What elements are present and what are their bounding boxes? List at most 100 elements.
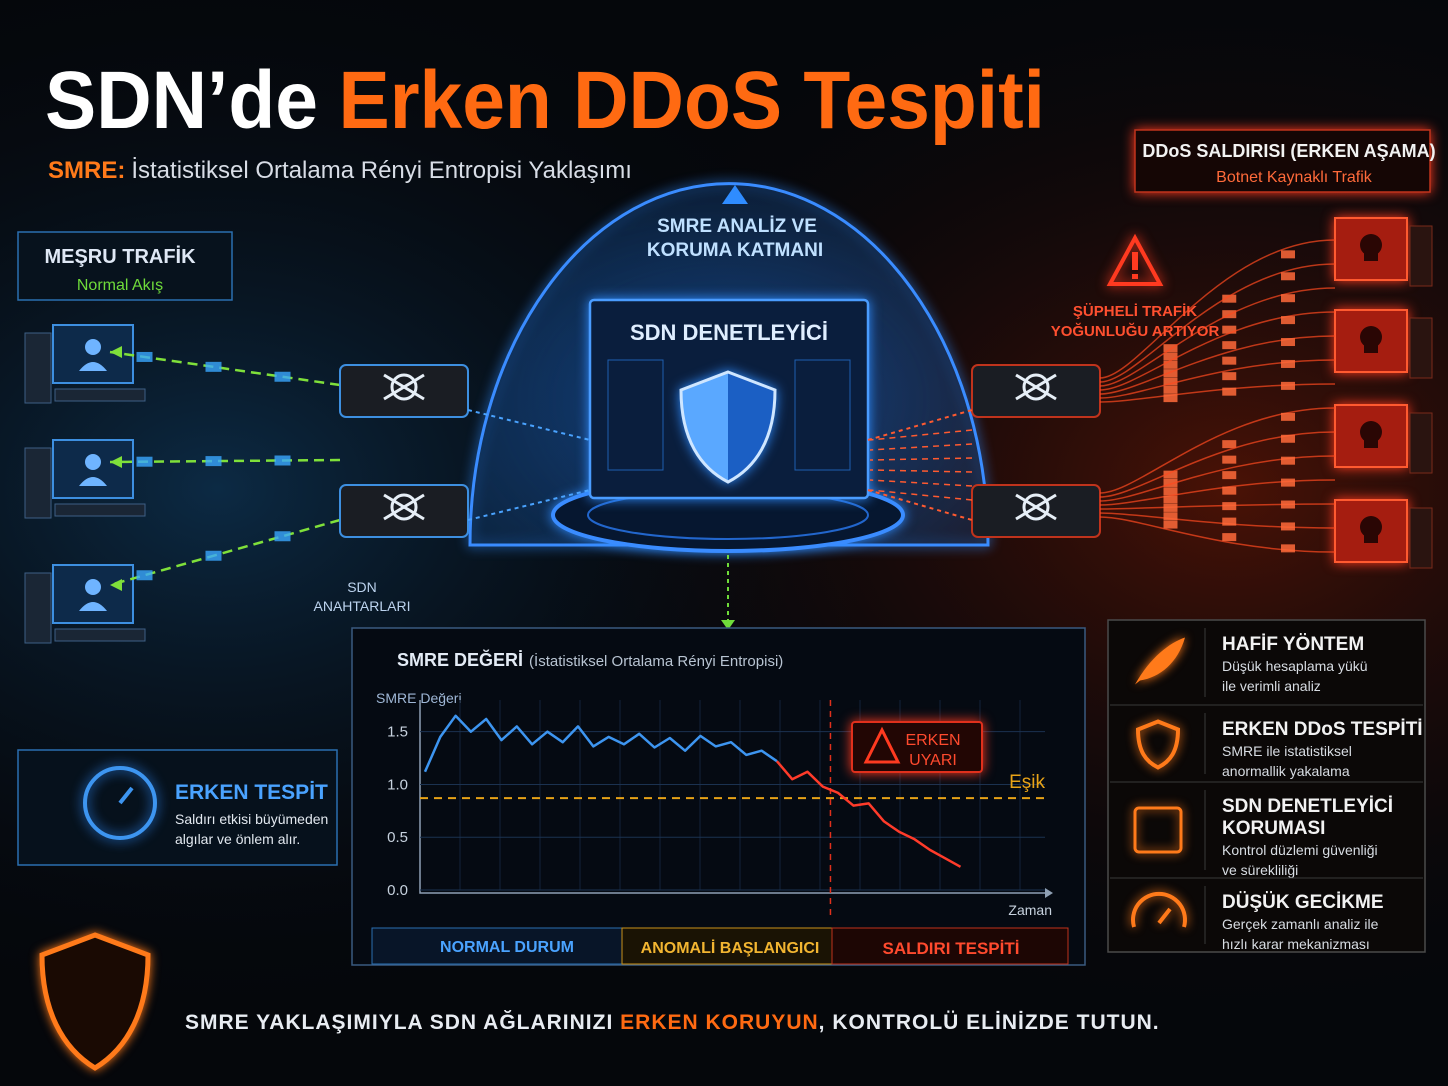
warning-label: ŞÜPHELİ TRAFİK <box>1073 303 1197 320</box>
switch-icon <box>383 505 405 521</box>
switch-icon <box>403 505 425 521</box>
keyboard <box>54 628 146 642</box>
chart-title: SMRE DEĞERİ (İstatistiksel Ortalama Rényi… <box>397 649 783 670</box>
footer-text: SMRE YAKLAŞIMIYLA SDN AĞLARINIZI ERKEN K… <box>185 1010 1160 1034</box>
attack-subtitle: Botnet Kaynaklı Trafik <box>1216 169 1373 186</box>
packet <box>1163 520 1178 529</box>
chart-frame <box>351 627 1086 966</box>
legit-box <box>17 231 233 301</box>
user-icon <box>85 454 101 470</box>
switch-icon <box>1035 493 1057 509</box>
dome-label: SMRE ANALİZ VE <box>657 216 817 237</box>
attack-traffic <box>1099 311 1336 391</box>
switch-icon <box>390 373 418 401</box>
skull-icon <box>1360 234 1382 256</box>
title-white: SDN’de <box>45 55 318 146</box>
footer-shield <box>39 932 151 1071</box>
skull-icon <box>1364 252 1378 261</box>
packet <box>1281 272 1295 281</box>
threshold-label: Eşik <box>1009 772 1045 793</box>
packet <box>1163 503 1178 512</box>
phase-box <box>621 927 833 965</box>
switch <box>971 484 1101 538</box>
switch-icon <box>383 493 405 509</box>
packet <box>1281 338 1295 347</box>
data-line <box>775 760 962 868</box>
switch-icon <box>1015 505 1037 521</box>
user-icon <box>85 579 101 595</box>
early-text: algılar ve önlem alır. <box>175 831 300 847</box>
packet <box>1222 325 1237 334</box>
skull-icon <box>1360 421 1382 443</box>
packet <box>1281 434 1295 443</box>
packet <box>136 351 153 362</box>
packet <box>1163 352 1178 361</box>
y-tick-label: 0.0 <box>387 882 408 899</box>
packet <box>1163 385 1178 394</box>
traffic-arrow <box>110 456 122 468</box>
packet <box>1163 478 1178 487</box>
user-icon <box>79 602 107 611</box>
feature-icon <box>1135 719 1181 770</box>
packet <box>1281 544 1295 553</box>
controller-widget <box>794 359 851 471</box>
computer-tower <box>24 447 52 519</box>
packet <box>1163 344 1178 353</box>
feature-icon <box>1133 806 1183 854</box>
phase-label: SALDIRI TESPİTİ <box>883 939 1020 958</box>
feature-panel <box>1107 619 1426 953</box>
footer-part: , KONTROLÜ ELİNİZDE TUTUN. <box>819 1011 1160 1034</box>
packet <box>1281 478 1295 487</box>
packet <box>1222 440 1237 449</box>
switch-icon <box>1035 385 1057 401</box>
packet <box>1163 360 1178 369</box>
attack-traffic <box>1099 287 1336 387</box>
traffic-arrow <box>110 579 122 591</box>
legit-subtitle: Normal Akış <box>77 277 163 294</box>
switch-icon <box>390 493 418 521</box>
axes <box>419 700 1045 894</box>
packet <box>1281 359 1295 368</box>
packet <box>1222 471 1237 480</box>
early-icon <box>83 766 157 840</box>
computer-tower <box>24 332 52 404</box>
early-text: Saldırı etkisi büyümeden <box>175 811 328 827</box>
packet <box>205 550 222 561</box>
packet <box>1222 455 1237 464</box>
warning-icon <box>1132 252 1138 270</box>
packet <box>1163 470 1178 479</box>
switch-link <box>867 489 973 521</box>
alert-label: UYARI <box>909 752 957 769</box>
chart-subtitle: (İstatistiksel Ortalama Rényi Entropisi) <box>529 652 783 670</box>
early-icon <box>118 786 134 805</box>
subtitle: SMRE: İstatistiksel Ortalama Rényi Entrop… <box>48 157 632 184</box>
feature-desc: Düşük hesaplama yükü <box>1222 658 1368 674</box>
phase-box <box>831 927 1069 965</box>
warning-icon <box>1106 233 1164 286</box>
packet <box>136 456 153 467</box>
packet <box>1222 294 1237 303</box>
switches-label: ANAHTARLARI <box>314 598 411 614</box>
dome-label: KORUMA KATMANI <box>647 240 823 261</box>
switch <box>339 364 469 418</box>
chart-title-text: SMRE DEĞERİ <box>397 649 523 670</box>
packet <box>1163 369 1178 378</box>
skull-icon <box>1360 516 1382 538</box>
warning-label: YOĞUNLUĞU ARTIYOR <box>1051 322 1220 340</box>
packet <box>1163 487 1178 496</box>
feature-title: SDN DENETLEYİCİ <box>1222 796 1393 817</box>
switch-icon <box>383 385 405 401</box>
controller-widget <box>607 359 664 471</box>
switch-icon <box>403 373 425 389</box>
data-line <box>423 714 778 773</box>
feature-desc: ile verimli analiz <box>1222 678 1321 694</box>
packet <box>1222 341 1237 350</box>
attack-traffic <box>1099 263 1336 383</box>
alert-label: ERKEN <box>905 732 960 749</box>
subtitle-prefix: SMRE: <box>48 157 125 184</box>
switch <box>339 484 469 538</box>
attack-traffic <box>1099 239 1336 379</box>
attacker-tower <box>1409 317 1433 379</box>
user-icon <box>85 339 101 355</box>
